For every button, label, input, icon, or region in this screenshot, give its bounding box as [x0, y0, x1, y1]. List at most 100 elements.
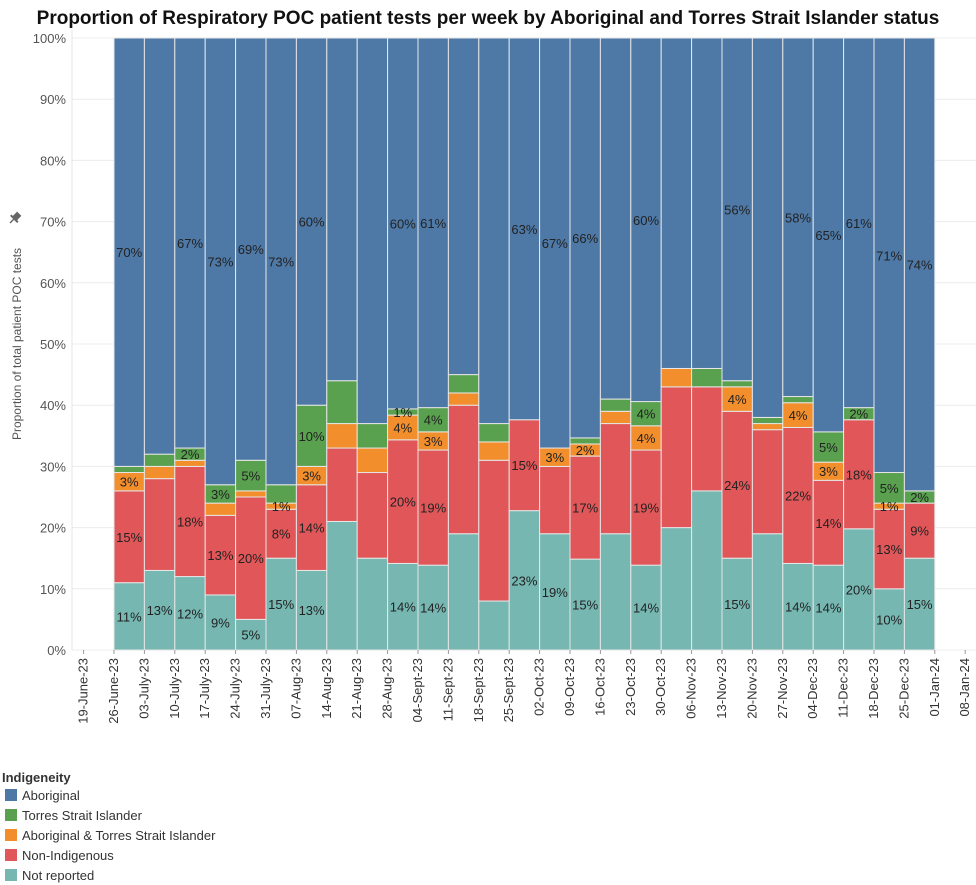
- bar-segment-aboriginal-torres-strait-islander[interactable]: [782, 402, 814, 428]
- legend-item[interactable]: Not reported: [5, 868, 94, 883]
- bar-segment-non-indigenous[interactable]: [265, 508, 297, 559]
- legend-item[interactable]: Torres Strait Islander: [5, 808, 143, 823]
- bar-segment-not-reported[interactable]: [417, 564, 449, 651]
- bar-segment-aboriginal[interactable]: [478, 37, 510, 425]
- bar-segment-aboriginal[interactable]: [174, 37, 206, 449]
- bar-segment-not-reported[interactable]: [660, 527, 693, 651]
- bar-segment-non-indigenous[interactable]: [417, 449, 449, 566]
- bar-segment-non-indigenous[interactable]: [751, 429, 784, 535]
- bar-segment-aboriginal-torres-strait-islander[interactable]: [599, 410, 632, 425]
- bar-segment-not-reported[interactable]: [356, 557, 389, 651]
- bar-segment-not-reported[interactable]: [478, 600, 510, 651]
- bar-segment-non-indigenous[interactable]: [630, 449, 662, 566]
- bar-segment-aboriginal[interactable]: [508, 37, 541, 421]
- bar-segment-not-reported[interactable]: [691, 490, 723, 651]
- bar-segment-torres-strait-islander[interactable]: [751, 416, 784, 425]
- bar-segment-not-reported[interactable]: [630, 564, 662, 651]
- bar-segment-aboriginal[interactable]: [204, 37, 237, 486]
- bar-segment-aboriginal-torres-strait-islander[interactable]: [660, 367, 693, 388]
- bar-segment-aboriginal[interactable]: [569, 37, 601, 439]
- bar-segment-non-indigenous[interactable]: [843, 419, 875, 530]
- legend-item[interactable]: Aboriginal: [5, 788, 80, 803]
- legend-item[interactable]: Aboriginal & Torres Strait Islander: [5, 828, 216, 843]
- bar-segment-aboriginal[interactable]: [903, 37, 936, 492]
- bar-segment-not-reported[interactable]: [113, 582, 145, 651]
- bar-segment-torres-strait-islander[interactable]: [691, 367, 723, 388]
- bar-segment-not-reported[interactable]: [508, 510, 541, 651]
- bar-segment-aboriginal[interactable]: [417, 37, 449, 409]
- bar-segment-aboriginal[interactable]: [691, 37, 723, 369]
- bar-segment-torres-strait-islander[interactable]: [235, 459, 267, 492]
- bar-segment-not-reported[interactable]: [721, 557, 753, 651]
- bar-segment-aboriginal-torres-strait-islander[interactable]: [204, 502, 237, 516]
- bar-segment-non-indigenous[interactable]: [569, 455, 601, 560]
- bar-segment-non-indigenous[interactable]: [660, 386, 693, 529]
- bar-segment-aboriginal[interactable]: [447, 37, 480, 376]
- bar-segment-not-reported[interactable]: [295, 569, 328, 651]
- bar-segment-aboriginal[interactable]: [630, 37, 662, 403]
- bar-segment-aboriginal[interactable]: [326, 37, 358, 382]
- bar-segment-non-indigenous[interactable]: [691, 386, 723, 492]
- bar-segment-aboriginal-torres-strait-islander[interactable]: [630, 425, 662, 451]
- bar-segment-non-indigenous[interactable]: [782, 426, 814, 564]
- bar-segment-torres-strait-islander[interactable]: [721, 380, 753, 388]
- pin-icon[interactable]: [7, 210, 23, 226]
- bar-segment-non-indigenous[interactable]: [387, 439, 419, 564]
- bar-segment-aboriginal-torres-strait-islander[interactable]: [143, 465, 176, 480]
- bar-segment-not-reported[interactable]: [265, 557, 297, 651]
- bar-segment-aboriginal[interactable]: [660, 37, 693, 369]
- bar-segment-not-reported[interactable]: [387, 562, 419, 651]
- bar-segment-not-reported[interactable]: [569, 558, 601, 651]
- bar-segment-not-reported[interactable]: [873, 588, 905, 651]
- bar-segment-aboriginal[interactable]: [782, 37, 814, 398]
- bar-segment-aboriginal[interactable]: [599, 37, 632, 400]
- bar-segment-aboriginal[interactable]: [751, 37, 784, 418]
- bar-segment-non-indigenous[interactable]: [508, 419, 541, 512]
- bar-segment-aboriginal[interactable]: [387, 37, 419, 410]
- bar-segment-non-indigenous[interactable]: [478, 459, 510, 602]
- bar-segment-non-indigenous[interactable]: [539, 465, 571, 535]
- bar-segment-aboriginal[interactable]: [721, 37, 753, 382]
- bar-segment-aboriginal-torres-strait-islander[interactable]: [356, 447, 389, 474]
- bar-segment-non-indigenous[interactable]: [599, 423, 632, 535]
- bar-segment-not-reported[interactable]: [447, 533, 480, 651]
- bar-segment-non-indigenous[interactable]: [873, 508, 905, 590]
- bar-segment-torres-strait-islander[interactable]: [417, 407, 449, 433]
- bar-segment-aboriginal[interactable]: [143, 37, 176, 455]
- bar-segment-aboriginal-torres-strait-islander[interactable]: [387, 414, 419, 441]
- bar-segment-non-indigenous[interactable]: [295, 484, 328, 571]
- bar-segment-torres-strait-islander[interactable]: [447, 374, 480, 394]
- bar-segment-non-indigenous[interactable]: [143, 478, 176, 571]
- bar-segment-aboriginal[interactable]: [356, 37, 389, 425]
- bar-segment-not-reported[interactable]: [326, 520, 358, 651]
- bar-segment-torres-strait-islander[interactable]: [113, 465, 145, 474]
- bar-segment-aboriginal-torres-strait-islander[interactable]: [447, 392, 480, 406]
- bar-segment-aboriginal-torres-strait-islander[interactable]: [478, 441, 510, 461]
- bar-segment-aboriginal[interactable]: [539, 37, 571, 449]
- legend-item[interactable]: Non-Indigenous: [5, 848, 114, 863]
- bar-segment-torres-strait-islander[interactable]: [782, 396, 814, 404]
- bar-segment-not-reported[interactable]: [751, 533, 784, 651]
- bar-segment-aboriginal-torres-strait-islander[interactable]: [235, 490, 267, 498]
- bar-segment-not-reported[interactable]: [782, 562, 814, 651]
- bar-segment-aboriginal[interactable]: [265, 37, 297, 486]
- bar-segment-aboriginal[interactable]: [295, 37, 328, 406]
- bar-segment-torres-strait-islander[interactable]: [143, 453, 176, 467]
- bar-segment-aboriginal[interactable]: [235, 37, 267, 461]
- bar-segment-torres-strait-islander[interactable]: [630, 401, 662, 427]
- bar-segment-aboriginal[interactable]: [812, 37, 845, 433]
- bar-segment-torres-strait-islander[interactable]: [599, 398, 632, 412]
- bar-segment-non-indigenous[interactable]: [447, 404, 480, 535]
- bar-segment-torres-strait-islander[interactable]: [356, 423, 389, 449]
- bar-segment-not-reported[interactable]: [812, 564, 845, 651]
- bar-segment-torres-strait-islander[interactable]: [326, 380, 358, 425]
- bar-segment-torres-strait-islander[interactable]: [478, 423, 510, 443]
- bar-segment-aboriginal-torres-strait-islander[interactable]: [326, 423, 358, 449]
- bar-segment-aboriginal[interactable]: [873, 37, 905, 474]
- bar-segment-non-indigenous[interactable]: [721, 410, 753, 559]
- bar-segment-non-indigenous[interactable]: [326, 447, 358, 522]
- bar-segment-non-indigenous[interactable]: [174, 465, 206, 578]
- bar-segment-non-indigenous[interactable]: [356, 472, 389, 559]
- bar-segment-aboriginal-torres-strait-islander[interactable]: [751, 423, 784, 431]
- bar-segment-not-reported[interactable]: [599, 533, 632, 651]
